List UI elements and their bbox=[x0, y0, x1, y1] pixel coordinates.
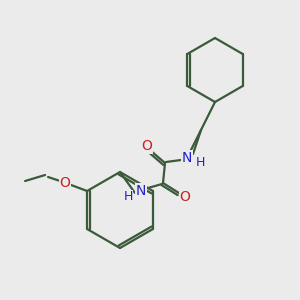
Text: N: N bbox=[136, 184, 146, 198]
Text: O: O bbox=[180, 190, 190, 204]
Text: H: H bbox=[195, 157, 205, 169]
Text: H: H bbox=[123, 190, 133, 203]
Text: N: N bbox=[182, 151, 192, 165]
Text: O: O bbox=[60, 176, 70, 190]
Text: O: O bbox=[142, 139, 152, 153]
